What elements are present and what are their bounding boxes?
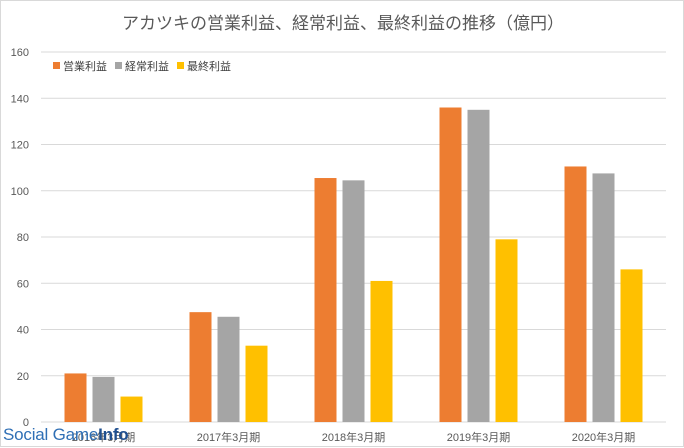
bar — [245, 345, 268, 422]
bar — [467, 109, 490, 422]
y-tick-label: 140 — [11, 93, 29, 105]
bar — [620, 269, 643, 422]
bar — [495, 239, 518, 422]
x-tick-label: 2019年3月期 — [447, 430, 511, 444]
bar — [217, 316, 240, 422]
axes: 0 20 40 60 80 100 120 140 160 2016年3月期 2017年3月期 201… — [11, 47, 636, 444]
x-tick-label: 2020年3月期 — [572, 430, 636, 444]
y-tick-label: 60 — [17, 278, 29, 290]
bar — [64, 373, 87, 422]
legend-swatch — [115, 62, 122, 69]
watermark-logo: Social GameInfo — [3, 425, 129, 445]
y-tick-label: 80 — [17, 232, 29, 244]
bar — [120, 396, 143, 422]
bars — [64, 107, 643, 422]
y-tick-label: 120 — [11, 140, 29, 152]
y-tick-label: 40 — [17, 325, 29, 337]
legend-label: 営業利益 — [63, 59, 107, 73]
y-tick-label: 160 — [11, 47, 29, 59]
bar — [564, 166, 587, 422]
bar — [189, 312, 212, 422]
x-tick-label: 2017年3月期 — [197, 430, 261, 444]
watermark-bold: Info — [98, 425, 129, 444]
legend-label: 最終利益 — [187, 59, 231, 73]
chart-title: アカツキの営業利益、経常利益、最終利益の推移（億円） — [122, 14, 564, 34]
y-tick-label: 0 — [23, 417, 29, 429]
bar — [439, 107, 462, 422]
bar — [342, 180, 365, 422]
y-tick-label: 20 — [17, 371, 29, 383]
legend: 営業利益 経常利益 最終利益 — [53, 59, 231, 73]
bar — [592, 173, 615, 422]
legend-swatch — [53, 62, 60, 69]
y-tick-label: 100 — [11, 186, 29, 198]
x-tick-label: 2016年3月期 — [72, 430, 136, 444]
legend-swatch — [177, 62, 184, 69]
legend-label: 経常利益 — [125, 59, 169, 73]
watermark-text: Social Game — [3, 425, 99, 444]
x-tick-label: 2018年3月期 — [322, 430, 386, 444]
bar — [314, 178, 337, 422]
bar — [370, 280, 393, 422]
bar — [92, 376, 115, 422]
